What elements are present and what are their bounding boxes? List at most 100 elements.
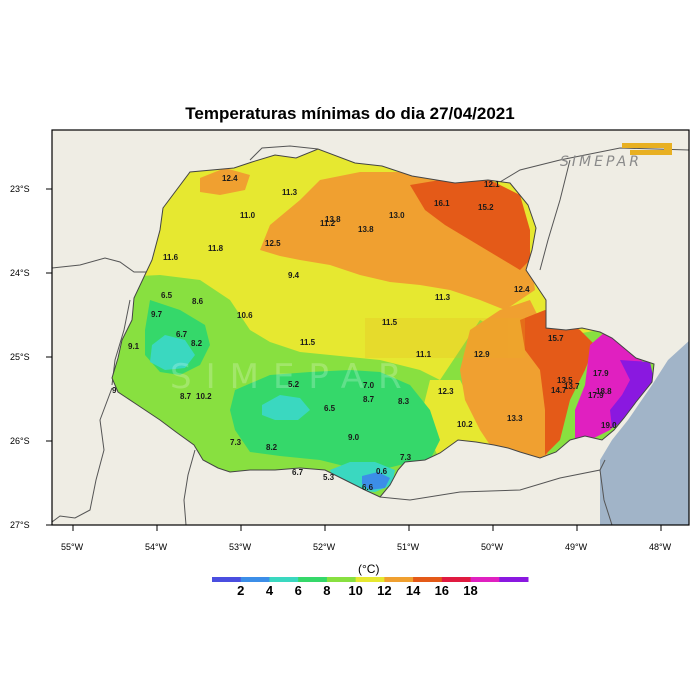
colorbar-swatch (212, 577, 242, 582)
station-value: 5.3 (323, 473, 335, 482)
station-value: 14.7 (551, 386, 567, 395)
station-value: 17.9 (588, 391, 604, 400)
station-value: 13.3 (507, 414, 523, 423)
station-value: 13.8 (325, 215, 341, 224)
station-value: 11.5 (382, 318, 398, 327)
lon-label: 55°W (61, 542, 84, 552)
lat-label: 27°S (10, 520, 30, 530)
station-value: 0.6 (376, 467, 388, 476)
colorbar-tick-label: 2 (237, 583, 244, 598)
map-frame (51, 129, 690, 526)
station-value: 9.0 (348, 433, 360, 442)
station-value: 13.7 (564, 382, 580, 391)
colorbar-swatch (269, 577, 299, 582)
station-value: 8.6 (192, 297, 204, 306)
simepar-logo: SIMEPAR (560, 143, 672, 170)
station-value: 8.7 (363, 395, 375, 404)
watermark-text: SIMEPAR (170, 357, 416, 397)
station-value: 8.2 (191, 339, 203, 348)
lat-label: 23°S (10, 184, 30, 194)
station-value: 11.2 (320, 219, 336, 228)
station-value: 9.7 (151, 310, 163, 319)
station-value: 12.5 (265, 239, 281, 248)
neighbor-borders (52, 145, 689, 525)
station-value: 13.0 (389, 211, 405, 220)
lon-label: 54°W (145, 542, 168, 552)
station-value: 19.0 (601, 421, 617, 430)
colorbar-tick-label: 16 (435, 583, 449, 598)
colorbar-swatch (240, 577, 270, 582)
station-value: 18.8 (596, 387, 612, 396)
station-value: 11.8 (208, 244, 224, 253)
station-value: 11.1 (416, 350, 432, 359)
station-value: 6.5 (161, 291, 173, 300)
station-value: 11.6 (163, 253, 179, 262)
station-value: 8.2 (266, 443, 278, 452)
colorbar-tick-label: 4 (266, 583, 274, 598)
station-value: 11.0 (240, 211, 256, 220)
station-value: 8.7 (180, 392, 192, 401)
colorbar-swatch (441, 577, 472, 582)
station-value: 9 (112, 386, 117, 395)
station-value: 15.2 (478, 203, 494, 212)
colorbar-swatch (326, 577, 357, 582)
station-value: 6.7 (292, 468, 304, 477)
station-values: 12.411.311.0 13.811.213.016.112.115.213.8… (112, 174, 617, 492)
lat-label: 24°S (10, 268, 30, 278)
station-value: 12.4 (514, 285, 530, 294)
station-value: 6.6 (362, 483, 374, 492)
station-value: 11.5 (300, 338, 316, 347)
colorbar-swatch (413, 577, 443, 582)
station-value: 12.3 (438, 387, 454, 396)
station-value: 15.7 (548, 334, 564, 343)
station-value: 7.3 (400, 453, 412, 462)
station-value: 12.1 (484, 180, 500, 189)
logo-text: SIMEPAR (560, 154, 642, 170)
lon-label: 49°W (565, 542, 588, 552)
colorbar-tick-label: 18 (463, 583, 477, 598)
colorbar-swatch (298, 577, 328, 582)
station-value: 12.4 (222, 174, 238, 183)
colorbar-unit: (°C) (358, 562, 379, 576)
station-value: 6.5 (324, 404, 336, 413)
station-value: 8.3 (398, 397, 410, 406)
colorbar-swatch (470, 577, 500, 582)
station-value: 11.3 (282, 188, 298, 197)
station-value: 17.9 (593, 369, 609, 378)
station-value: 9.4 (288, 271, 300, 280)
longitude-labels: 55°W 54°W 53°W 52°W 51°W 50°W 49°W 48°W (61, 542, 672, 552)
state-border (111, 148, 655, 498)
station-value: 12.9 (474, 350, 490, 359)
colorbar-swatch (355, 577, 385, 582)
station-value: 16.1 (434, 199, 450, 208)
station-value: 10.2 (196, 392, 212, 401)
colorbar-tick-label: 10 (348, 583, 362, 598)
station-value: 10.2 (457, 420, 473, 429)
lat-label: 26°S (10, 436, 30, 446)
colorbar-tick-label: 14 (406, 583, 421, 598)
latitude-labels: 23°S 24°S 25°S 26°S 27°S (10, 184, 30, 530)
station-value: 5.2 (288, 380, 300, 389)
colorbar-swatch (499, 577, 529, 582)
lon-label: 50°W (481, 542, 504, 552)
station-value: 6.7 (176, 330, 188, 339)
lon-label: 53°W (229, 542, 252, 552)
colorbar: (°C) 2 4 6 8 10 12 14 16 18 (212, 562, 529, 598)
colorbar-tick-label: 6 (295, 583, 302, 598)
station-value: 7.0 (363, 381, 375, 390)
axis-ticks (46, 188, 662, 531)
lat-label: 25°S (10, 352, 30, 362)
colorbar-tick-label: 12 (377, 583, 391, 598)
station-value: 13.5 (557, 376, 573, 385)
station-value: 10.6 (237, 311, 253, 320)
station-value: 7.3 (230, 438, 242, 447)
colorbar-swatch (384, 577, 414, 582)
map-title: Temperaturas mínimas do dia 27/04/2021 (185, 104, 515, 123)
station-value: 13.8 (358, 225, 374, 234)
lon-label: 52°W (313, 542, 336, 552)
watermark: SIMEPAR (170, 318, 525, 397)
station-value: 9.1 (128, 342, 140, 351)
ocean (600, 340, 689, 525)
lon-label: 51°W (397, 542, 420, 552)
